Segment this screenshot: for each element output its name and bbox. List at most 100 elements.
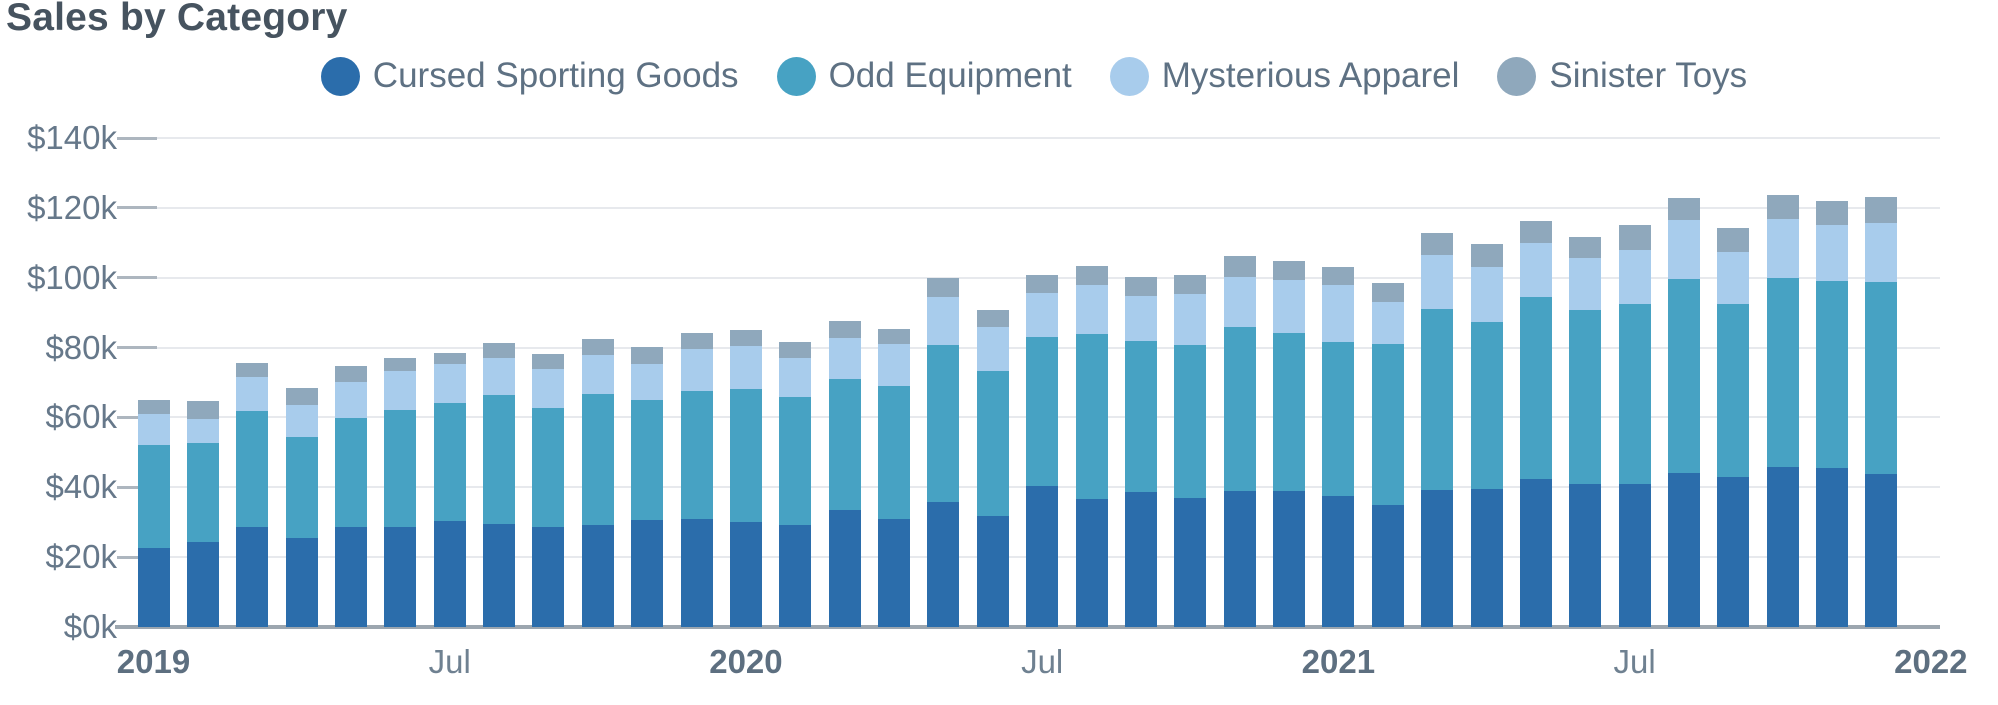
bar-2021-12-mysterious-apparel[interactable] [1865, 223, 1898, 283]
bar-2021-02-odd-equipment[interactable] [1371, 344, 1404, 505]
bar-2020-08-odd-equipment[interactable] [1075, 334, 1108, 499]
bar-2020-09-sinister-toys[interactable] [1124, 276, 1157, 297]
bar-2021-11-cursed-sporting-goods[interactable] [1816, 468, 1849, 627]
bar-2019-09-cursed-sporting-goods[interactable] [532, 527, 565, 627]
bar-2019-09-mysterious-apparel[interactable] [532, 369, 565, 408]
bar-2021-06-odd-equipment[interactable] [1569, 309, 1602, 485]
bar-2020-03-odd-equipment[interactable] [828, 379, 861, 510]
bar-2019-04-cursed-sporting-goods[interactable] [285, 537, 318, 627]
bar-2020-04-sinister-toys[interactable] [878, 328, 911, 344]
bar-2021-02-cursed-sporting-goods[interactable] [1371, 504, 1404, 627]
bar-2021-11-odd-equipment[interactable] [1816, 281, 1849, 469]
bar-2021-08-cursed-sporting-goods[interactable] [1668, 473, 1700, 627]
bar-2019-03-odd-equipment[interactable] [236, 411, 269, 527]
bar-2019-02-odd-equipment[interactable] [186, 442, 219, 543]
bar-2021-03-odd-equipment[interactable] [1421, 309, 1454, 491]
bar-2019-06-mysterious-apparel[interactable] [384, 370, 417, 410]
bar-2019-01-odd-equipment[interactable] [137, 444, 170, 549]
bar-2021-01-odd-equipment[interactable] [1322, 341, 1355, 497]
bar-2020-05-odd-equipment[interactable] [927, 344, 960, 503]
bar-2019-07-odd-equipment[interactable] [433, 403, 466, 522]
bar-2021-05-mysterious-apparel[interactable] [1519, 243, 1552, 297]
bar-2019-02-sinister-toys[interactable] [186, 401, 219, 420]
bar-2019-05-cursed-sporting-goods[interactable] [334, 527, 367, 627]
bar-2020-05-cursed-sporting-goods[interactable] [927, 502, 960, 627]
bar-2020-03-cursed-sporting-goods[interactable] [828, 509, 861, 627]
bar-2021-08-mysterious-apparel[interactable] [1668, 220, 1700, 280]
bar-2019-03-mysterious-apparel[interactable] [236, 376, 269, 412]
bar-2021-07-mysterious-apparel[interactable] [1618, 249, 1651, 305]
bar-2019-02-mysterious-apparel[interactable] [186, 419, 219, 443]
bar-2020-07-sinister-toys[interactable] [1026, 274, 1059, 294]
bar-2021-03-sinister-toys[interactable] [1421, 232, 1454, 255]
bar-2021-10-mysterious-apparel[interactable] [1766, 219, 1799, 279]
bar-2019-11-mysterious-apparel[interactable] [631, 363, 664, 400]
bar-2020-02-odd-equipment[interactable] [779, 396, 812, 525]
bar-2019-11-sinister-toys[interactable] [631, 347, 664, 364]
bar-2020-01-mysterious-apparel[interactable] [729, 346, 762, 389]
bar-2020-11-sinister-toys[interactable] [1223, 256, 1256, 277]
bar-2020-02-cursed-sporting-goods[interactable] [779, 525, 812, 627]
bar-2021-09-cursed-sporting-goods[interactable] [1717, 476, 1750, 627]
bar-2021-11-mysterious-apparel[interactable] [1816, 224, 1849, 282]
bar-2020-01-cursed-sporting-goods[interactable] [729, 522, 762, 627]
legend-item-cursed-sporting-goods[interactable]: Cursed Sporting Goods [320, 56, 739, 96]
bar-2019-08-odd-equipment[interactable] [483, 395, 516, 524]
bar-2019-10-cursed-sporting-goods[interactable] [581, 524, 614, 627]
bar-2021-12-cursed-sporting-goods[interactable] [1865, 474, 1898, 627]
bar-2021-05-odd-equipment[interactable] [1519, 296, 1552, 479]
bar-2019-03-cursed-sporting-goods[interactable] [236, 526, 269, 627]
bar-2021-10-cursed-sporting-goods[interactable] [1766, 467, 1799, 627]
bar-2020-04-mysterious-apparel[interactable] [878, 343, 911, 387]
bar-2019-05-odd-equipment[interactable] [334, 418, 367, 528]
bar-2021-01-sinister-toys[interactable] [1322, 266, 1355, 286]
legend-item-mysterious-apparel[interactable]: Mysterious Apparel [1109, 56, 1459, 96]
bar-2020-01-odd-equipment[interactable] [729, 388, 762, 523]
bar-2021-10-sinister-toys[interactable] [1766, 194, 1799, 220]
bar-2021-04-mysterious-apparel[interactable] [1470, 266, 1503, 323]
bar-2021-01-mysterious-apparel[interactable] [1322, 285, 1355, 342]
bar-2019-01-cursed-sporting-goods[interactable] [137, 548, 170, 627]
bar-2020-08-cursed-sporting-goods[interactable] [1075, 498, 1108, 627]
bar-2019-07-sinister-toys[interactable] [433, 353, 466, 365]
bar-2020-09-mysterious-apparel[interactable] [1124, 296, 1157, 342]
bar-2019-08-mysterious-apparel[interactable] [483, 358, 516, 396]
bar-2020-08-sinister-toys[interactable] [1075, 265, 1108, 285]
bar-2020-09-odd-equipment[interactable] [1124, 341, 1157, 493]
bar-2019-10-sinister-toys[interactable] [581, 339, 614, 355]
bar-2020-12-mysterious-apparel[interactable] [1273, 280, 1306, 334]
bar-2019-10-mysterious-apparel[interactable] [581, 354, 614, 395]
bar-2019-08-cursed-sporting-goods[interactable] [483, 523, 516, 627]
bar-2021-06-mysterious-apparel[interactable] [1569, 257, 1602, 310]
bar-2021-02-mysterious-apparel[interactable] [1371, 302, 1404, 345]
bar-2020-04-cursed-sporting-goods[interactable] [878, 519, 911, 627]
bar-2019-08-sinister-toys[interactable] [483, 342, 516, 359]
bar-2020-06-cursed-sporting-goods[interactable] [976, 515, 1009, 627]
bar-2021-01-cursed-sporting-goods[interactable] [1322, 496, 1355, 627]
bar-2021-11-sinister-toys[interactable] [1816, 201, 1849, 225]
bar-2021-06-sinister-toys[interactable] [1569, 236, 1602, 258]
bar-2020-06-sinister-toys[interactable] [976, 310, 1009, 328]
bar-2021-06-cursed-sporting-goods[interactable] [1569, 484, 1602, 627]
bar-2021-03-cursed-sporting-goods[interactable] [1421, 490, 1454, 627]
bar-2020-06-mysterious-apparel[interactable] [976, 327, 1009, 372]
bar-2019-12-odd-equipment[interactable] [680, 390, 713, 519]
bar-2021-12-odd-equipment[interactable] [1865, 282, 1898, 474]
bar-2020-04-odd-equipment[interactable] [878, 386, 911, 520]
bar-2020-10-sinister-toys[interactable] [1174, 274, 1207, 295]
bar-2020-05-mysterious-apparel[interactable] [927, 296, 960, 345]
bar-2020-07-cursed-sporting-goods[interactable] [1026, 485, 1059, 627]
bar-2019-12-cursed-sporting-goods[interactable] [680, 518, 713, 627]
bar-2021-04-cursed-sporting-goods[interactable] [1470, 489, 1503, 627]
bar-2020-06-odd-equipment[interactable] [976, 371, 1009, 516]
bar-2020-02-sinister-toys[interactable] [779, 341, 812, 358]
bar-2019-04-sinister-toys[interactable] [285, 387, 318, 405]
bar-2020-10-cursed-sporting-goods[interactable] [1174, 498, 1207, 627]
legend-item-odd-equipment[interactable]: Odd Equipment [776, 56, 1072, 96]
bar-2020-12-cursed-sporting-goods[interactable] [1273, 490, 1306, 627]
bar-2019-06-cursed-sporting-goods[interactable] [384, 526, 417, 627]
bar-2020-11-cursed-sporting-goods[interactable] [1223, 491, 1256, 627]
bar-2020-03-sinister-toys[interactable] [828, 321, 861, 339]
bar-2019-11-odd-equipment[interactable] [631, 399, 664, 521]
bar-2019-01-mysterious-apparel[interactable] [137, 413, 170, 445]
